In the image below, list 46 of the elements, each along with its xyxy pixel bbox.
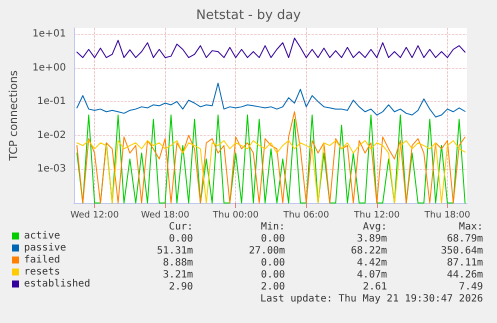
text: Max: [458,222,484,232]
x-tick-label: Thu 00:00 [212,210,259,220]
text: 0.00 [260,234,286,244]
text: 2.90 [168,282,194,292]
y-tick-label: 1e+01 [32,28,66,40]
legend-label: active [24,230,60,242]
legend-label: passive [24,242,66,254]
text: Avg: [362,222,388,232]
x-tick-label: Wed 18:00 [140,210,190,220]
text: 51.31m [156,246,193,256]
text: 2.00 [260,282,286,292]
text: 0.00 [260,270,286,280]
line-series [76,140,466,204]
text: 44.26m [446,270,483,280]
text: 87.11m [446,258,483,268]
y-axis-title: TCP connections [7,70,20,162]
text: 0.00 [260,258,286,268]
legend-label: failed [24,254,60,266]
text: 4.42m [356,258,388,268]
text: 3.21m [162,270,194,280]
text: 8.88m [162,258,194,268]
text: Min: [260,222,286,232]
x-tick-label: Thu 06:00 [282,210,330,220]
text: 68.79m [446,234,483,244]
line-series [76,82,466,118]
text: 4.07m [356,270,388,280]
text: 27.00m [248,246,285,256]
text: 0.00 [168,234,194,244]
text: 7.49 [458,282,484,292]
text: Last update: Thu May 21 19:30:47 2026 [260,294,484,304]
text: 68.22m [350,246,387,256]
chart-title: Netstat - by day [196,8,302,23]
legend-label: resets [24,266,60,278]
text: 3.89m [356,234,388,244]
x-tick-label: Wed 12:00 [70,210,120,220]
line-series [76,38,466,58]
y-tick-label: 1e-02 [37,130,66,141]
x-tick-label: Thu 18:00 [424,210,471,220]
x-tick-label: Thu 12:00 [352,210,400,220]
y-tick-label: 1e-03 [37,164,66,175]
y-tick-label: 1e-01 [37,96,66,108]
text: 2.61 [362,282,388,292]
legend-label: established [24,278,90,290]
text: 350.64m [440,246,484,256]
y-tick-label: 1e+00 [32,62,66,74]
text: Cur: [168,222,194,232]
